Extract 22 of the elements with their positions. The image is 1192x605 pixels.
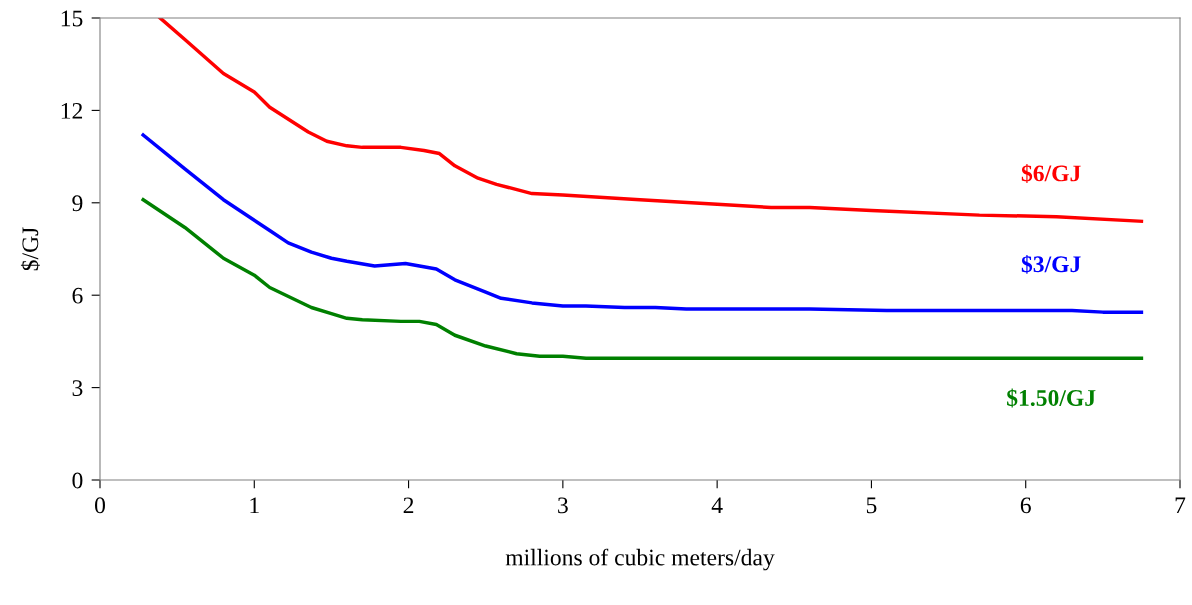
series-label: $6/GJ: [1021, 164, 1081, 183]
y-tick-label: 6: [72, 287, 83, 304]
x-tick-label: 6: [1020, 497, 1031, 514]
x-tick-label: 1: [250, 497, 259, 514]
y-tick-label: 3: [72, 380, 83, 397]
x-tick-label: 7: [1175, 497, 1186, 514]
series-label: $3/GJ: [1021, 254, 1081, 274]
series-label: $1.50/GJ: [1007, 388, 1096, 408]
x-tick-label: 5: [866, 497, 877, 514]
y-tick-label: 0: [72, 472, 83, 489]
x-tick-label: 4: [711, 497, 723, 514]
line-series: [158, 18, 1144, 224]
line-series: [141, 133, 1144, 314]
x-axis-title: millions of cubic meters/day: [505, 548, 775, 571]
line-series: [141, 197, 1144, 361]
y-tick-label: 12: [61, 102, 83, 119]
y-tick-label: 9: [72, 195, 83, 212]
x-tick-label: 3: [558, 497, 568, 514]
x-tick-label: 2: [403, 497, 414, 514]
x-tick-label: 0: [95, 497, 105, 514]
y-axis-title: $/GJ: [20, 227, 40, 271]
y-tick-label: 15: [61, 10, 83, 27]
